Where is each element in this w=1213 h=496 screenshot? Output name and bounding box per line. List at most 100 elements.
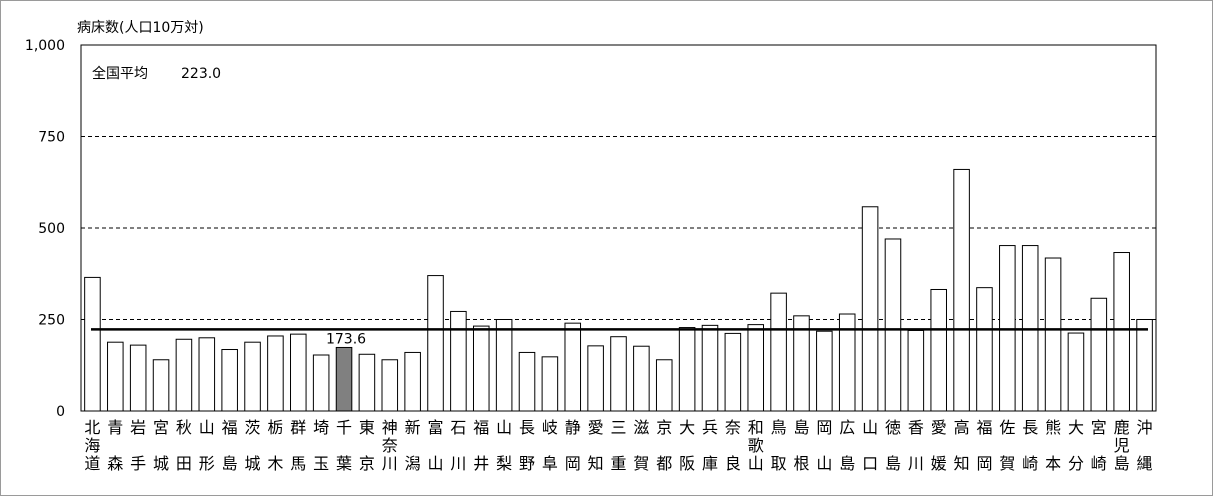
- bar: [472, 325, 490, 412]
- x-category-label: 道: [84, 454, 100, 473]
- bar: [107, 341, 124, 412]
- x-category-label: 熊: [1045, 418, 1061, 437]
- average-value: 223.0: [181, 66, 221, 82]
- bars: [84, 168, 1153, 412]
- bar: [221, 349, 238, 412]
- x-category-label: 児: [1114, 436, 1130, 455]
- gridlines: [81, 136, 1156, 320]
- x-category-label: 阪: [679, 454, 695, 473]
- x-category-label: 手: [130, 454, 146, 473]
- x-category-label: 都: [656, 454, 672, 473]
- x-category-label: 取: [771, 454, 787, 473]
- bar: [724, 332, 742, 412]
- bar: [953, 168, 970, 412]
- bar: [450, 310, 467, 412]
- x-category-label: 島: [839, 454, 855, 473]
- x-category-label: 庫: [702, 454, 718, 473]
- x-category-label: 愛: [931, 418, 947, 437]
- x-category-label: 愛: [588, 418, 604, 437]
- bar: [678, 327, 696, 412]
- x-category-label: 阜: [542, 454, 558, 473]
- x-category-label: 海: [84, 436, 100, 455]
- bar: [907, 329, 925, 412]
- x-category-label: 縄: [1137, 454, 1153, 473]
- x-category-label: 群: [290, 418, 306, 437]
- x-category-label: 山: [428, 454, 444, 473]
- x-category-label: 山: [816, 454, 832, 473]
- y-axis-label: 病床数(人口10万対): [77, 20, 204, 36]
- x-category-label: 崎: [1022, 454, 1038, 473]
- bar: [495, 319, 513, 412]
- bar: [427, 275, 444, 412]
- x-category-label: 島: [222, 454, 238, 473]
- x-category-label: 山: [748, 454, 764, 473]
- x-category-label: 佐: [999, 418, 1015, 437]
- bar: [312, 354, 330, 412]
- x-category-label: 城: [153, 454, 169, 473]
- x-category-label: 長: [519, 418, 535, 437]
- x-category-label: 根: [793, 454, 809, 473]
- bar: [198, 337, 216, 412]
- x-category-label: 京: [656, 418, 672, 437]
- bar: [564, 322, 582, 412]
- bar: [541, 356, 559, 412]
- x-category-label: 山: [199, 418, 215, 437]
- x-category-label: 長: [1022, 418, 1038, 437]
- x-category-label: 島: [1114, 454, 1130, 473]
- x-category-label: 栃: [267, 418, 283, 437]
- bar: [610, 336, 627, 412]
- x-category-label: 形: [199, 454, 215, 473]
- x-category-label: 広: [839, 418, 855, 437]
- x-category-label: 福: [976, 418, 992, 437]
- bar: [884, 238, 902, 412]
- bar: [701, 324, 719, 412]
- x-category-label: 香: [908, 418, 924, 437]
- x-category-label: 重: [610, 454, 626, 473]
- bar: [1090, 297, 1108, 412]
- x-category-label: 東: [359, 418, 375, 437]
- x-category-label: 崎: [1091, 454, 1107, 473]
- bar: [976, 287, 993, 412]
- x-category-label: 媛: [931, 454, 947, 473]
- bar: [1136, 319, 1153, 412]
- bar: [930, 288, 947, 412]
- x-category-label: 岩: [130, 418, 146, 437]
- bar: [1044, 257, 1062, 412]
- x-category-label: 富: [428, 418, 444, 437]
- x-category-label: 馬: [290, 454, 306, 473]
- average-label: 全国平均: [92, 65, 148, 82]
- x-category-label: 福: [222, 418, 238, 437]
- bar: [518, 351, 536, 412]
- x-category-label: 茨: [245, 418, 261, 437]
- x-category-label: 宮: [1091, 418, 1107, 437]
- x-category-label: 良: [725, 454, 741, 473]
- bar: [152, 359, 170, 412]
- x-category-label: 川: [450, 454, 466, 473]
- x-category-label: 徳: [885, 418, 901, 437]
- x-category-label: 分: [1068, 454, 1084, 473]
- bar: [861, 206, 879, 412]
- x-category-label: 福: [473, 418, 489, 437]
- bar: [129, 344, 147, 412]
- x-category-label: 和: [748, 418, 764, 437]
- x-category-label: 川: [908, 454, 924, 473]
- y-tick-label: 750: [38, 130, 65, 146]
- x-category-label: 京: [359, 454, 375, 473]
- x-category-label: 三: [610, 418, 626, 437]
- x-category-label: 知: [588, 454, 604, 473]
- y-tick-label: 1,000: [25, 38, 65, 54]
- y-tick-label: 250: [38, 313, 65, 329]
- bar: [267, 335, 284, 412]
- x-category-label: 玉: [313, 454, 329, 473]
- x-category-label: 大: [679, 418, 695, 437]
- x-category-label: 鳥: [771, 418, 787, 437]
- x-category-label: 潟: [405, 454, 421, 473]
- x-category-label: 埼: [313, 418, 329, 437]
- highlight-value-label: 173.6: [326, 331, 366, 347]
- x-category-label: 神: [382, 418, 398, 437]
- x-category-label: 森: [107, 454, 123, 473]
- x-category-label: 川: [382, 454, 398, 473]
- y-tick-label: 500: [38, 221, 65, 237]
